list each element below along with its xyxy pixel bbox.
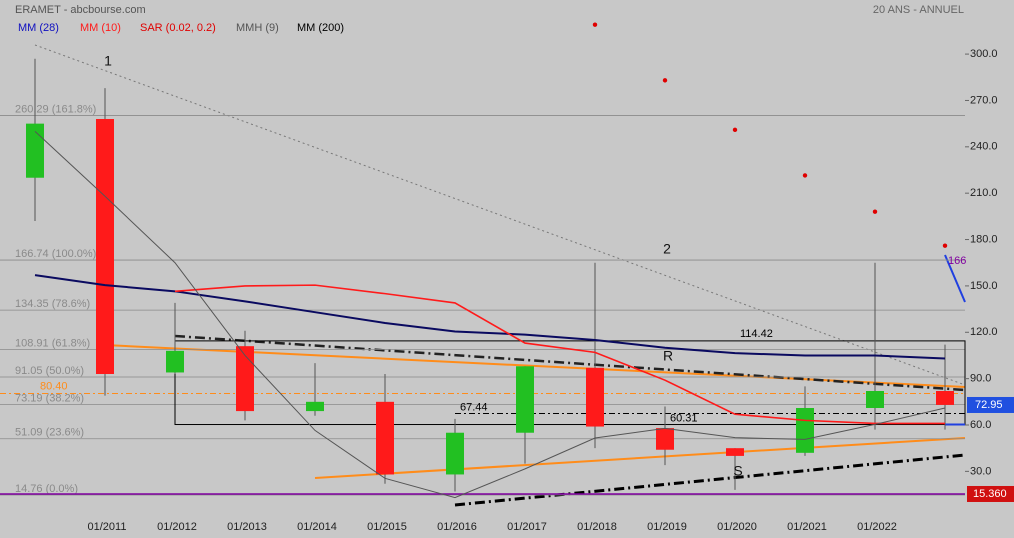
moving-average [34, 130, 946, 499]
candle-body [656, 428, 674, 450]
y-tick-label: 60.0 [970, 419, 991, 431]
price-label: 60.31 [670, 412, 698, 424]
candle-body [936, 391, 954, 405]
candle-body [26, 123, 44, 178]
support-label: 80.40 [40, 380, 68, 392]
candle-body [866, 391, 884, 408]
x-tick-label: 01/2017 [507, 521, 547, 533]
trend-line [454, 453, 966, 507]
y-tick-label: 210.0 [970, 187, 998, 199]
candle-body [306, 401, 324, 412]
candle-body [376, 401, 394, 475]
moving-average [174, 284, 945, 425]
candle-body [796, 408, 814, 453]
candle-body [446, 432, 464, 475]
x-tick-label: 01/2018 [577, 521, 617, 533]
last-price-box [967, 396, 1014, 413]
x-tick-label: 01/2011 [88, 521, 127, 533]
y-tick-label: 120.0 [970, 326, 998, 338]
candle-body [166, 350, 184, 373]
trend-line [314, 437, 966, 479]
y-tick-label: 90.0 [970, 373, 991, 385]
moving-average [34, 274, 946, 360]
annotation: S [733, 463, 742, 479]
legend-entry: MMH (9) [236, 22, 279, 34]
x-tick-label: 01/2016 [437, 521, 477, 533]
candle-body [236, 346, 254, 412]
chart-title: ERAMET - abcbourse.com [15, 4, 146, 16]
low-box [967, 485, 1014, 502]
y-tick-label: 240.0 [970, 141, 998, 153]
level-label: 91.05 (50.0%) [15, 365, 84, 377]
y-tick-label: 270.0 [970, 94, 998, 106]
sar-dot [662, 78, 668, 83]
trend-line [174, 334, 966, 392]
y-tick-label: 180.0 [970, 233, 998, 245]
level-label: 260.29 (161.8%) [15, 103, 96, 115]
x-tick-label: 01/2019 [647, 521, 687, 533]
legend-entry: MM (10) [80, 22, 121, 34]
x-tick-label: 01/2020 [717, 521, 757, 533]
last-price-value: 72.95 [975, 399, 1003, 411]
x-tick-label: 01/2014 [297, 521, 337, 533]
level-label: 134.35 (78.6%) [15, 298, 90, 310]
candle-body [586, 367, 604, 427]
range-box [174, 340, 966, 426]
sar-dot [592, 22, 598, 27]
sar-dot [942, 243, 948, 248]
annotation: 1 [104, 53, 112, 69]
sar-dot [872, 209, 878, 214]
price-label: 67.44 [460, 401, 488, 413]
x-tick-label: 01/2021 [787, 521, 827, 533]
target-label: 166 [948, 255, 966, 267]
level-label: 51.09 (23.6%) [15, 427, 84, 439]
level-label: 166.74 (100.0%) [15, 248, 96, 260]
candle-body [96, 119, 114, 374]
candle-body [726, 448, 744, 456]
annotation: R [663, 348, 673, 364]
trend-line [944, 254, 966, 303]
x-tick-label: 01/2022 [857, 521, 897, 533]
low-value: 15.360 [973, 488, 1007, 500]
x-tick-label: 01/2015 [367, 521, 407, 533]
chart-subtitle: 20 ANS - ANNUEL [873, 4, 964, 16]
sar-dot [802, 173, 808, 178]
y-tick-label: 150.0 [970, 280, 998, 292]
x-tick-label: 01/2012 [157, 521, 197, 533]
x-tick-label: 01/2013 [227, 521, 267, 533]
annotation: 2 [663, 241, 671, 257]
legend-entry: MM (28) [18, 22, 59, 34]
legend-entry: MM (200) [297, 22, 344, 34]
legend-entry: SAR (0.02, 0.2) [140, 22, 216, 34]
price-label: 114.42 [740, 328, 773, 340]
trend-line [34, 44, 966, 386]
candle-body [516, 366, 534, 433]
y-tick-label: 300.0 [970, 48, 998, 60]
level-label: 108.91 (61.8%) [15, 337, 90, 349]
level-label: 14.76 (0.0%) [15, 483, 78, 495]
y-tick-label: 30.0 [970, 465, 991, 477]
sar-dot [732, 127, 738, 133]
level-label: 73.19 (38.2%) [15, 393, 84, 405]
